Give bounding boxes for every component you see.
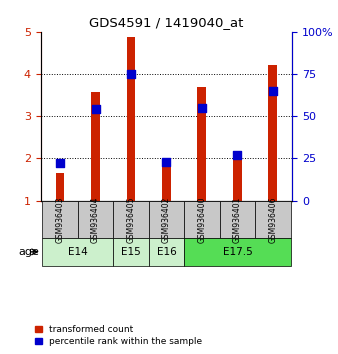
Bar [126,37,136,201]
Bar [268,65,277,201]
Bar [149,201,184,238]
Point [199,105,204,110]
Text: GSM936400: GSM936400 [197,196,207,243]
Bar [149,238,184,266]
Bar [78,201,113,238]
Text: E14: E14 [68,247,88,257]
Text: GSM936402: GSM936402 [162,196,171,242]
Point [57,161,63,166]
Point [93,107,98,112]
Text: GSM936405: GSM936405 [126,196,136,243]
Text: E16: E16 [156,247,176,257]
Text: E15: E15 [121,247,141,257]
Bar [42,238,113,266]
Point [270,88,275,94]
Text: E17.5: E17.5 [222,247,252,257]
Bar [91,92,100,201]
Bar [113,238,149,266]
Bar [220,201,255,238]
Bar [42,201,78,238]
Bar [233,158,242,201]
Bar [113,201,149,238]
Bar [255,201,291,238]
Bar [184,201,220,238]
Text: GSM936404: GSM936404 [91,196,100,243]
Point [164,159,169,165]
Point [128,71,134,77]
Bar [184,238,291,266]
Point [235,152,240,158]
Bar [56,173,65,201]
Text: age: age [18,247,39,257]
Bar [162,166,171,201]
Bar [197,87,207,201]
Title: GDS4591 / 1419040_at: GDS4591 / 1419040_at [89,16,244,29]
Text: GSM936401: GSM936401 [233,196,242,242]
Text: GSM936403: GSM936403 [55,196,65,243]
Text: GSM936406: GSM936406 [268,196,277,243]
Legend: transformed count, percentile rank within the sample: transformed count, percentile rank withi… [35,325,202,346]
